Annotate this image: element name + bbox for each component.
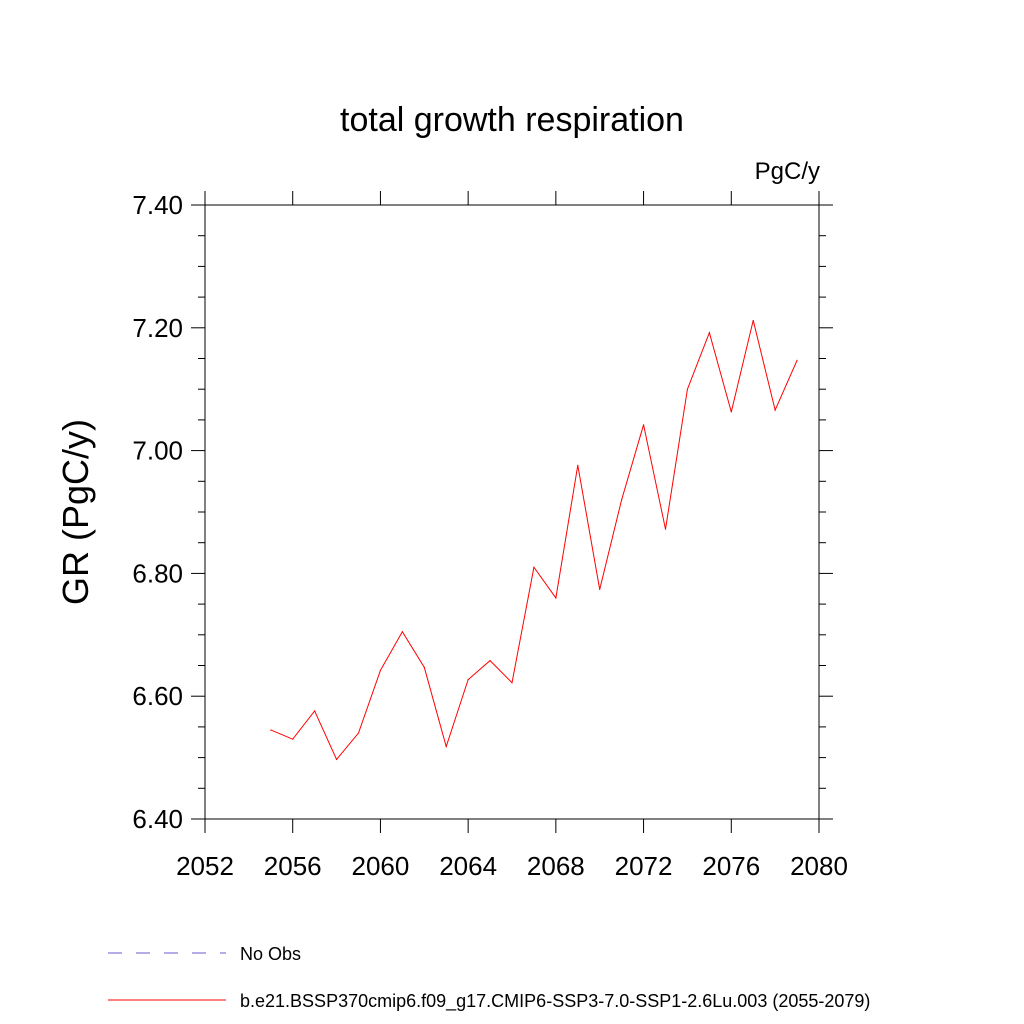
data-point	[621, 499, 623, 501]
y-tick-label: 7.20	[132, 313, 183, 343]
data-point	[357, 732, 360, 734]
data-point	[664, 528, 667, 530]
data-point	[489, 659, 491, 662]
plot-frame	[204, 204, 820, 820]
data-point	[445, 745, 447, 748]
data-point	[774, 409, 776, 411]
chart-title: total growth respiration	[340, 101, 684, 139]
ticks-layer: 2052 2056 2060 2064 2068 2072 2076 2080 6.40 6.60…	[132, 190, 848, 881]
x-tick-label: 2076	[702, 851, 760, 881]
legend-label-no-obs: No Obs	[240, 944, 301, 964]
data-point	[752, 319, 754, 322]
y-axis-label: GR (PgC/y)	[55, 419, 96, 605]
data-point	[467, 679, 469, 681]
data-point	[796, 359, 798, 361]
x-tick-label: 2060	[352, 851, 410, 881]
data-point	[708, 332, 710, 334]
x-tick-label: 2056	[264, 851, 322, 881]
series-layer	[270, 319, 798, 761]
data-point	[314, 710, 316, 712]
data-point	[379, 669, 382, 672]
x-tick-label: 2052	[176, 851, 234, 881]
y-tick-label: 7.00	[132, 436, 183, 466]
legend-label-model-run: b.e21.BSSP370cmip6.f09_g17.CMIP6-SSP3-7.…	[240, 991, 870, 1012]
data-point	[292, 738, 294, 740]
x-tick-label: 2068	[527, 851, 585, 881]
data-point	[642, 424, 645, 426]
data-point	[270, 729, 272, 731]
y-tick-label: 6.40	[132, 804, 183, 834]
legend: No Obs b.e21.BSSP370cmip6.f09_g17.CMIP6-…	[108, 944, 870, 1012]
data-point	[335, 758, 338, 761]
series-line-0	[270, 320, 798, 761]
data-point	[599, 588, 601, 590]
y-tick-label: 6.60	[132, 681, 183, 711]
x-tick-label: 2072	[615, 851, 673, 881]
data-point	[423, 666, 425, 668]
x-tick-label: 2080	[790, 851, 848, 881]
data-point	[686, 388, 689, 390]
data-point	[730, 411, 732, 413]
data-point	[555, 597, 557, 599]
y-tick-label: 7.40	[132, 190, 183, 220]
x-tick-label: 2064	[439, 851, 497, 881]
data-point	[401, 631, 403, 633]
y-tick-label: 6.80	[132, 558, 183, 588]
data-point	[533, 566, 535, 568]
units-label: PgC/y	[755, 158, 820, 185]
data-point	[577, 464, 579, 466]
data-point	[511, 682, 513, 684]
